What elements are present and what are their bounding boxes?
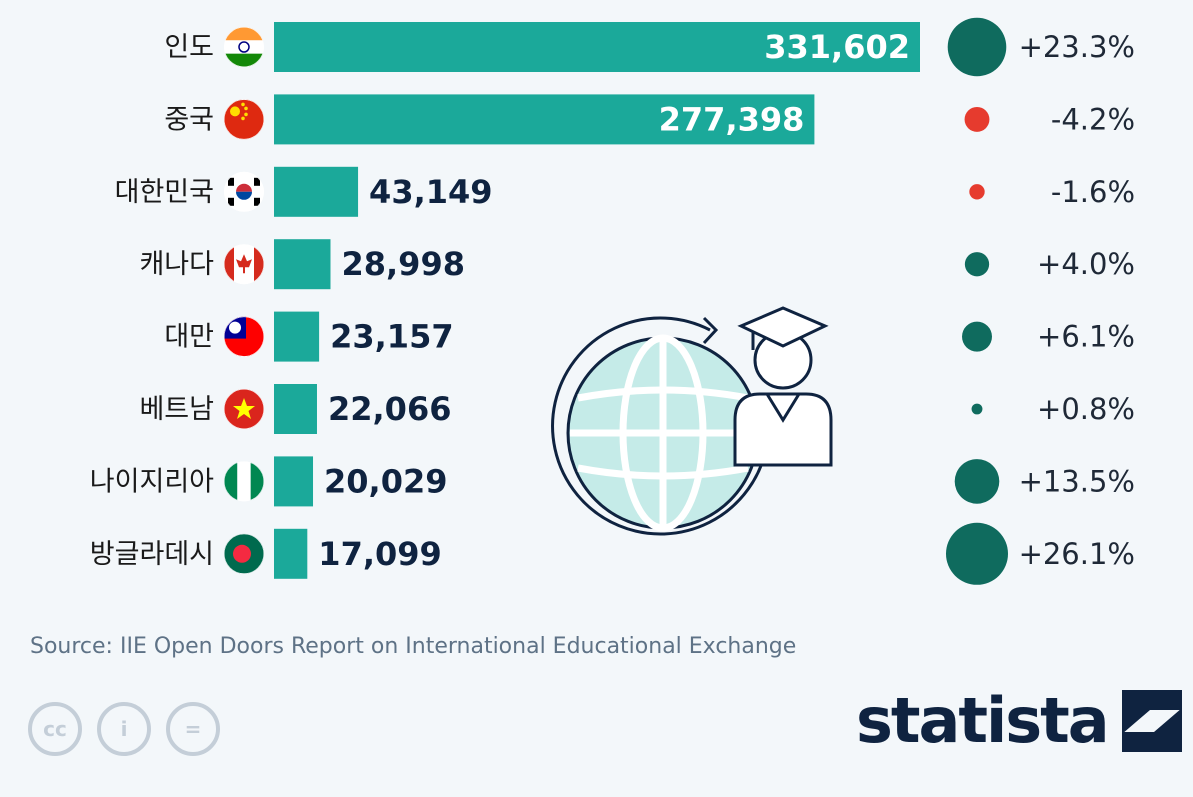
country-label: 대한민국 — [115, 177, 214, 208]
source-note: Source: IIE Open Doors Report on Interna… — [30, 634, 797, 659]
country-label: 인도 — [164, 32, 214, 63]
country-label: 캐나다 — [139, 249, 214, 280]
change-label: +23.3% — [1019, 30, 1135, 64]
change-bubble — [946, 522, 1008, 585]
brand-name: statista — [856, 684, 1110, 757]
change-bubble — [964, 252, 990, 277]
change-bubble — [971, 403, 983, 415]
value-label: 17,099 — [318, 535, 441, 573]
country-label: 대만 — [164, 322, 214, 353]
country-label: 베트남 — [139, 394, 214, 425]
bangladesh-flag-icon — [224, 533, 264, 574]
change-label: -4.2% — [1051, 102, 1135, 136]
value-label: 331,602 — [764, 28, 910, 66]
bar-row: 방글라데시 17,099 +26.1% — [90, 522, 1135, 585]
change-label: +0.8% — [1037, 392, 1135, 426]
south-korea-flag-icon — [224, 171, 264, 212]
value-label: 23,157 — [330, 318, 453, 356]
no-derivatives-icon: = — [166, 702, 220, 756]
change-bubble — [969, 184, 985, 200]
bar — [274, 528, 308, 579]
change-label: +26.1% — [1019, 537, 1135, 571]
bar-row: 인도 331,602 +23.3% — [164, 17, 1135, 77]
bar — [274, 311, 320, 362]
value-label: 43,149 — [369, 173, 492, 211]
bar-row: 대한민국 43,149 -1.6% — [115, 166, 1135, 217]
country-label: 중국 — [164, 104, 214, 135]
value-label: 28,998 — [341, 245, 464, 283]
change-label: +6.1% — [1037, 320, 1135, 354]
bar — [274, 166, 359, 217]
vietnam-flag-icon — [224, 389, 264, 429]
bar-row: 중국 277,398 -4.2% — [164, 94, 1135, 145]
globe-graduate-icon — [551, 306, 833, 536]
chart: 인도 331,602 +23.3% 중국 277,398 -4.2% 대한민국 43,149 -… — [90, 17, 1135, 585]
nigeria-flag-icon — [224, 461, 264, 502]
change-bubble — [964, 106, 990, 132]
bar — [274, 22, 920, 72]
bar — [274, 456, 314, 507]
change-label: +4.0% — [1037, 247, 1135, 281]
cc-icon: cc — [28, 702, 82, 756]
canada-flag-icon — [224, 244, 264, 285]
bar-row: 나이지리아 20,029 +13.5% — [90, 456, 1135, 507]
bar — [274, 239, 331, 290]
value-label: 20,029 — [324, 462, 447, 500]
attribution-icon: i — [97, 702, 151, 756]
change-bubble — [954, 459, 1000, 504]
country-label: 방글라데시 — [90, 539, 214, 570]
change-label: +13.5% — [1019, 464, 1135, 498]
value-label: 22,066 — [328, 390, 451, 428]
bar — [274, 384, 317, 434]
rotation-arrow-icon — [551, 316, 771, 536]
bar — [274, 94, 815, 145]
brand-logo: statista — [856, 690, 1182, 752]
country-label: 나이지리아 — [90, 466, 214, 497]
taiwan-flag-icon — [224, 316, 264, 357]
graduate-icon — [733, 306, 833, 467]
license-icons: cc i = — [28, 702, 220, 756]
china-flag-icon — [224, 99, 264, 140]
bar-row: 대만 23,157 +6.1% — [164, 311, 1135, 362]
value-label: 277,398 — [659, 100, 805, 138]
bar-row: 베트남 22,066 +0.8% — [139, 384, 1135, 434]
brand-mark-icon — [1121, 690, 1182, 752]
change-bubble — [962, 321, 992, 352]
change-bubble — [947, 17, 1007, 77]
india-flag-icon — [224, 27, 264, 67]
change-label: -1.6% — [1051, 175, 1135, 209]
bar-row: 캐나다 28,998 +4.0% — [139, 239, 1135, 290]
